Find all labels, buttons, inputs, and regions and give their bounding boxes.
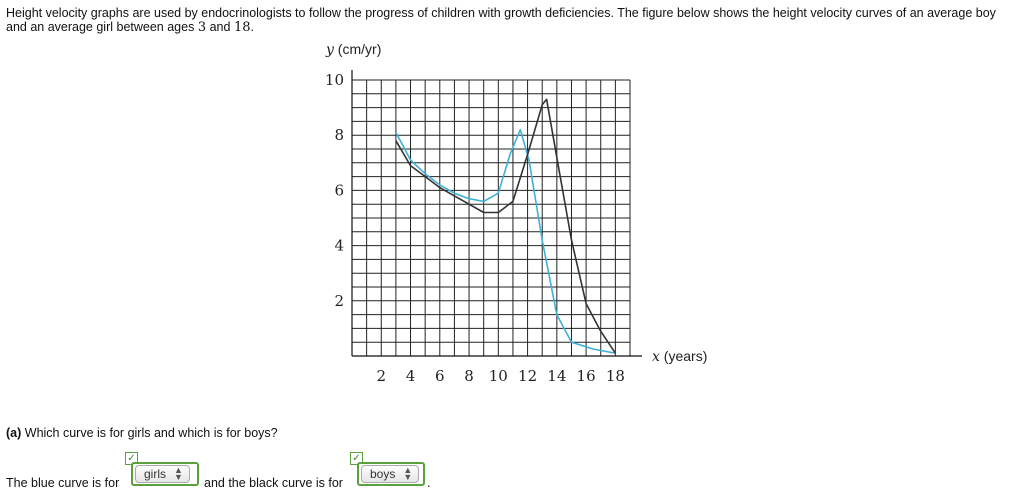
black-curve bbox=[395, 98, 617, 354]
x-tick-label: 4 bbox=[406, 367, 416, 385]
chart-grid bbox=[351, 70, 642, 357]
x-tick-label: 8 bbox=[464, 367, 474, 385]
x-tick-label: 18 bbox=[606, 367, 625, 385]
x-axis-label: x (years) bbox=[652, 348, 707, 365]
intro-end: . bbox=[250, 20, 254, 34]
x-tick-labels: 2 4 6 8 10 12 14 16 18 bbox=[376, 367, 624, 385]
intro-conj: and bbox=[209, 20, 231, 34]
x-tick-label: 12 bbox=[518, 367, 537, 385]
y-tick-label: 8 bbox=[334, 126, 344, 144]
black-curve-select-value: boys bbox=[370, 467, 396, 481]
blue-curve-select-value: girls bbox=[144, 467, 167, 481]
answer-suffix: . bbox=[427, 476, 431, 490]
dropdown-arrow-icon: ▲ ▼ bbox=[174, 465, 183, 482]
answer-middle: and the black curve is for bbox=[204, 476, 343, 490]
black-curve-select[interactable]: boys ▲ ▼ bbox=[361, 465, 420, 483]
x-tick-label: 6 bbox=[435, 367, 445, 385]
intro-age-end: 18 bbox=[233, 20, 251, 35]
intro-text: Height velocity graphs are used by endoc… bbox=[6, 6, 996, 34]
black-curve-select-wrapper: boys ▲ ▼ bbox=[357, 462, 425, 486]
blue-curve-select-wrapper: girls ▲ ▼ bbox=[131, 462, 199, 486]
problem-intro: Height velocity graphs are used by endoc… bbox=[6, 6, 1016, 35]
x-tick-label: 14 bbox=[547, 367, 566, 385]
y-tick-label: 2 bbox=[334, 292, 344, 310]
dropdown-arrow-icon: ▲ ▼ bbox=[403, 465, 413, 482]
answer-prefix: The blue curve is for bbox=[6, 476, 120, 490]
y-tick-label: 4 bbox=[334, 237, 344, 255]
y-tick-label: 6 bbox=[334, 181, 344, 199]
question-part-label: (a) bbox=[6, 426, 22, 440]
x-tick-label: 16 bbox=[577, 367, 596, 385]
intro-age-start: 3 bbox=[197, 20, 207, 35]
x-tick-label: 10 bbox=[489, 367, 508, 385]
checkmark-icon: ✓ bbox=[350, 452, 363, 465]
chart-series bbox=[395, 98, 617, 354]
blue-curve bbox=[395, 128, 616, 354]
y-axis-label: y (cm/yr) bbox=[325, 41, 381, 58]
y-tick-labels: 2 4 6 8 10 bbox=[325, 71, 344, 310]
question-a: (a) Which curve is for girls and which i… bbox=[6, 426, 278, 440]
blue-curve-select[interactable]: girls ▲ ▼ bbox=[135, 465, 190, 483]
y-tick-label: 10 bbox=[325, 71, 344, 89]
x-tick-label: 2 bbox=[376, 367, 386, 385]
question-text: Which curve is for girls and which is fo… bbox=[24, 426, 278, 440]
height-velocity-chart: 2 4 6 8 10 2 4 6 8 10 12 14 16 18 y (cm/yr) x (years… bbox=[325, 41, 707, 385]
